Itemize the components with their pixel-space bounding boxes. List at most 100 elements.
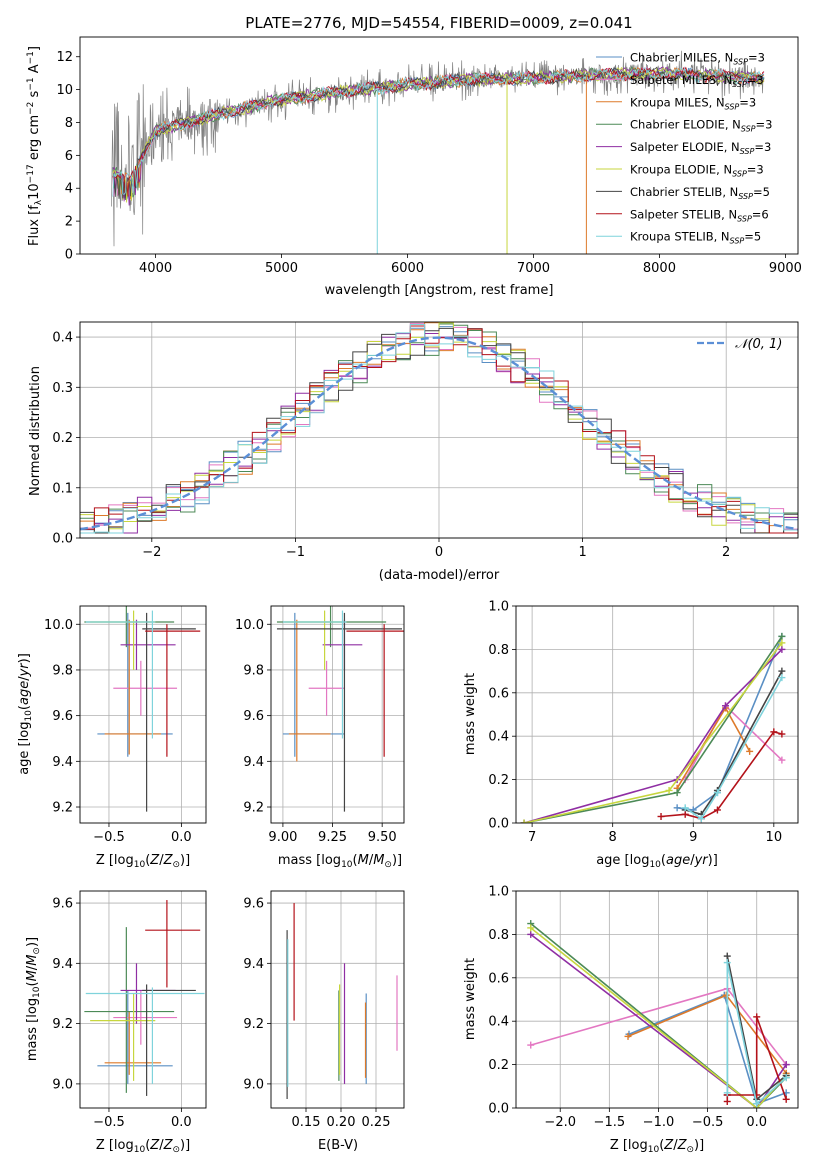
z-mass-xlabel: Z [log10(Z/Z⊙)] [96, 1138, 190, 1155]
age-weight-series-4 [523, 648, 783, 823]
z-age-plot-area [84, 606, 201, 812]
mass-age-ytick-label: 9.8 [243, 663, 264, 678]
z-mass-ytick-label: 9.6 [52, 897, 73, 912]
residuals-ytick-label: 0.2 [52, 431, 73, 446]
residuals-plot-area [80, 322, 798, 534]
spectrum-legend-label: Salpeter ELODIE, NSSP=3 [630, 140, 771, 156]
age-weight-xtick-label: 9 [689, 830, 697, 845]
z-weight-xtick-label: −1.0 [643, 1115, 675, 1130]
z-mass-ytick-label: 9.0 [52, 1077, 73, 1092]
residuals-ytick-label: 0.4 [52, 331, 73, 346]
normal-curve-legend-label: 𝒩(0, 1) [735, 337, 782, 352]
z-weight-panel: −2.0 −1.5 −1.0 −0.5 0.0 0.0 0.2 0.4 0.6 0.8 1.0 [488, 885, 799, 1130]
residuals-ytick-label: 0.1 [52, 481, 73, 496]
age-weight-xlabel: age [log10(age/yr)] [596, 853, 718, 870]
model-spectrum-7 [112, 66, 765, 197]
residuals-xtick-label: 1 [578, 545, 586, 560]
z-age-ytick-label: 9.4 [52, 755, 73, 770]
z-weight-ytick-label: 0.0 [488, 1102, 509, 1117]
residuals-xlabel: (data-model)/error [379, 568, 500, 583]
ebv-mass-ytick-label: 9.4 [243, 957, 264, 972]
z-weight-xtick-label: −2.0 [544, 1115, 576, 1130]
model-spectrum-8 [112, 67, 765, 197]
z-weight-frame [515, 890, 799, 1109]
z-weight-ytick-label: 0.2 [488, 1058, 509, 1073]
ebv-mass-xtick-label: 0.20 [327, 1115, 356, 1130]
ebv-mass-ytick-label: 9.0 [243, 1077, 264, 1092]
z-weight-series-0 [628, 994, 787, 1105]
z-mass-frame [79, 890, 207, 1109]
z-mass-ylabel: mass [log10(M/M⊙)] [25, 937, 42, 1061]
age-weight-xtick-label: 7 [528, 830, 536, 845]
residuals-frame [79, 321, 799, 539]
spectrum-xlabel: wavelength [Angstrom, rest frame] [325, 283, 554, 298]
spectrum-panel: 4000 5000 6000 7000 8000 9000 0 2 4 6 8 10 12 [56, 36, 802, 276]
z-mass-xtick-label: −0.5 [93, 1115, 125, 1130]
z-age-ytick-label: 9.8 [52, 663, 73, 678]
age-weight-frame [515, 605, 799, 824]
age-weight-series-6 [684, 670, 783, 816]
age-weight-xtick-label: 10 [766, 830, 783, 845]
age-weight-plot-area [520, 632, 786, 823]
z-age-xlabel: Z [log10(Z/Z⊙)] [96, 853, 190, 870]
spectrum-legend: Chabrier MILES, NSSP=3 Salpeter MILES, NS… [596, 51, 772, 246]
age-weight-ytick-label: 0.2 [488, 773, 509, 788]
spectrum-ytick-label: 8 [65, 116, 73, 131]
age-weight-ytick-label: 0.8 [488, 643, 509, 658]
z-weight-xtick-label: 0.0 [746, 1115, 767, 1130]
z-age-ylabel: age [log10(age/yr)] [17, 653, 34, 775]
z-mass-ytick-label: 9.2 [52, 1017, 73, 1032]
mass-age-ytick-label: 9.4 [243, 755, 264, 770]
model-spectrum-5 [112, 66, 765, 203]
mass-age-xlabel: mass [log10(M/M⊙)] [278, 853, 402, 870]
spectrum-legend-label: Kroupa STELIB, NSSP=5 [630, 230, 761, 246]
age-weight-panel: 7 8 9 10 0.0 0.2 0.4 0.6 0.8 1.0 [488, 600, 799, 845]
residuals-ytick-label: 0.0 [52, 532, 73, 547]
residuals-legend: 𝒩(0, 1) [697, 337, 782, 352]
z-age-ytick-label: 10.0 [44, 618, 73, 633]
mass-age-ytick-label: 10.0 [235, 618, 264, 633]
spectrum-xtick-label: 4000 [139, 261, 172, 276]
spectrum-xtick-label: 5000 [265, 261, 298, 276]
model-spectrum-6 [112, 66, 765, 201]
z-weight-ylabel: mass weight [463, 958, 478, 1040]
residuals-xtick-label: 2 [722, 545, 730, 560]
z-weight-ytick-label: 0.4 [488, 1015, 509, 1030]
spectrum-legend-label: Kroupa MILES, NSSP=3 [630, 95, 756, 111]
z-weight-xtick-label: −0.5 [692, 1115, 724, 1130]
spectrum-ytick-label: 2 [65, 215, 73, 230]
mass-age-panel: 9.00 9.25 9.50 9.2 9.4 9.6 9.8 10.0 [235, 605, 405, 845]
z-weight-series-4 [530, 933, 787, 1108]
spectrum-legend-label: Chabrier STELIB, NSSP=5 [630, 185, 770, 201]
age-weight-xtick-label: 8 [609, 830, 617, 845]
age-weight-ytick-label: 0.6 [488, 686, 509, 701]
z-weight-ytick-label: 0.8 [488, 928, 509, 943]
age-weight-series-5 [523, 642, 783, 823]
spectrum-ytick-label: 6 [65, 149, 73, 164]
normal-curve [80, 336, 798, 531]
z-weight-series-8 [726, 962, 787, 1106]
spectrum-xtick-label: 9000 [769, 261, 802, 276]
ebv-mass-ytick-label: 9.6 [243, 897, 264, 912]
ebv-mass-ytick-label: 9.2 [243, 1017, 264, 1032]
z-mass-ytick-label: 9.4 [52, 957, 73, 972]
z-weight-xtick-label: −1.5 [594, 1115, 626, 1130]
mass-age-ytick-label: 9.2 [243, 801, 264, 816]
z-weight-xlabel: Z [log10(Z/Z⊙)] [610, 1138, 704, 1155]
residuals-panel: −2 −1 0 1 2 0.0 0.1 0.2 0.3 0.4 [52, 321, 799, 560]
z-age-ytick-label: 9.6 [52, 709, 73, 724]
spectrum-xtick-label: 8000 [643, 261, 676, 276]
ebv-mass-plot-area [286, 903, 398, 1099]
spectrum-title: PLATE=2776, MJD=54554, FIBERID=0009, z=0… [245, 14, 632, 32]
residual-histogram-6 [80, 327, 798, 534]
mass-age-xtick-label: 9.50 [368, 830, 397, 845]
mass-age-ytick-label: 9.6 [243, 709, 264, 724]
age-weight-series-8 [684, 677, 783, 820]
z-age-frame [79, 605, 207, 824]
ebv-mass-panel: 0.15 0.20 0.25 9.0 9.2 9.4 9.6 [243, 890, 405, 1130]
spectrum-frame [79, 36, 799, 255]
z-weight-ytick-label: 1.0 [488, 885, 509, 900]
spectrum-ytick-label: 12 [56, 50, 73, 65]
spectrum-legend-label: Salpeter STELIB, NSSP=6 [630, 207, 769, 223]
